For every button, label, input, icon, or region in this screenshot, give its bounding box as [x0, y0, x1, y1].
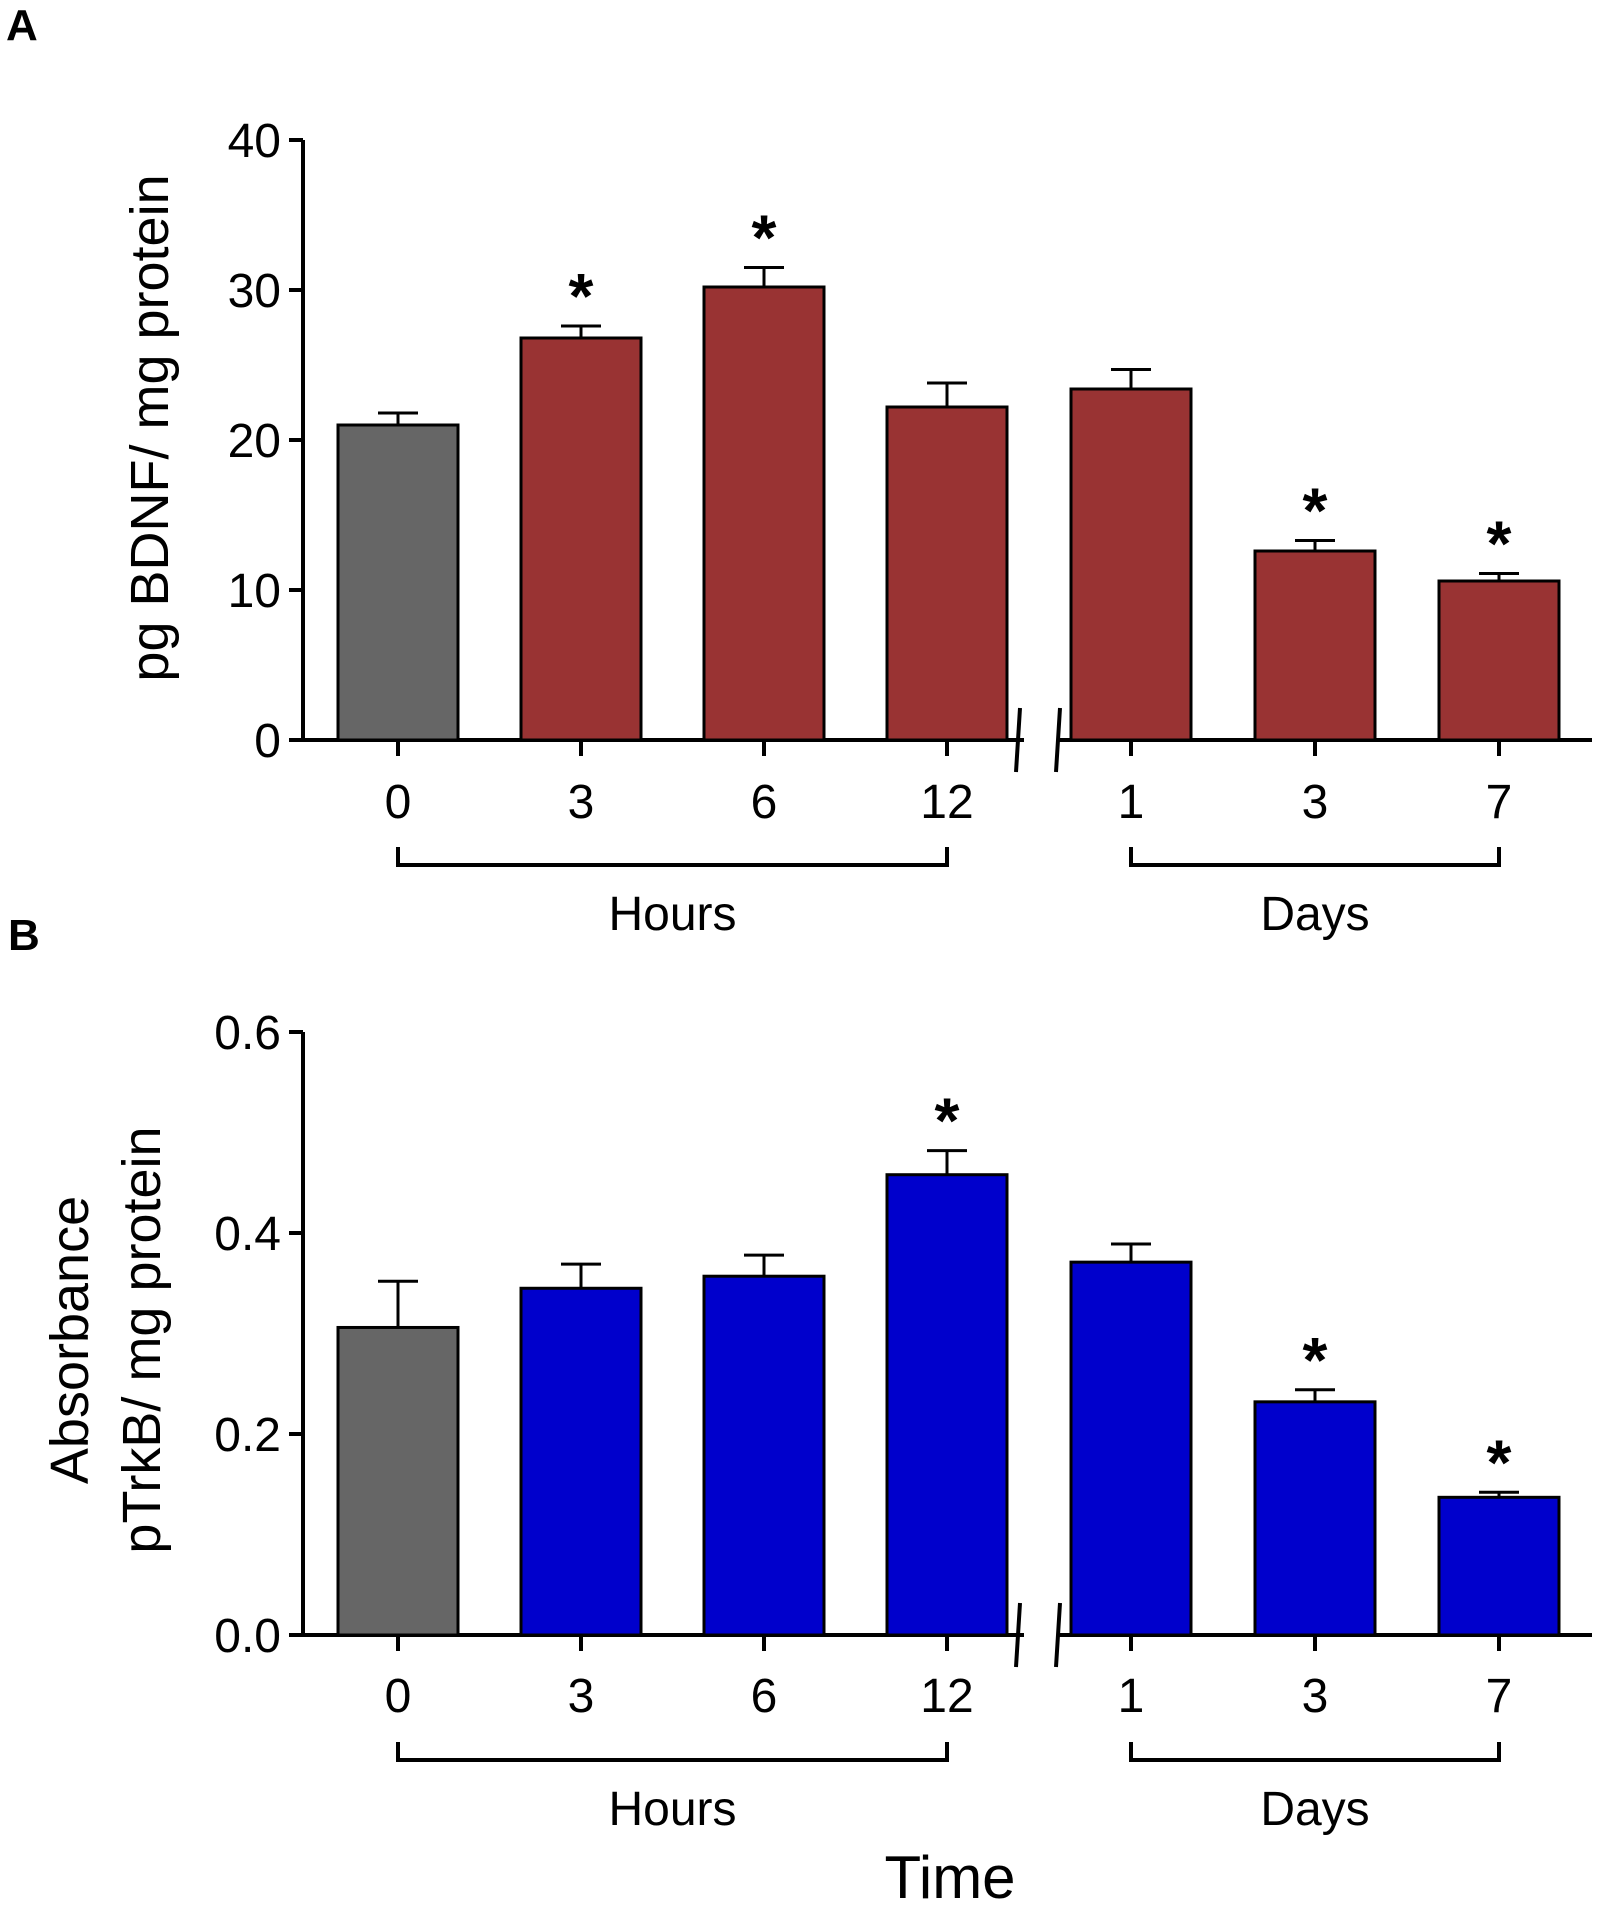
bar: [885, 1173, 1009, 1637]
y-tick-label: 0.0: [214, 1610, 281, 1663]
significance-marker: *: [1487, 1426, 1512, 1498]
x-tick-label: 3: [568, 776, 595, 829]
y-axis-label-line: pTrkB/ mg protein: [112, 1126, 172, 1553]
panel-label: A: [6, 1, 38, 50]
significance-marker: *: [1303, 475, 1328, 547]
group-label: Hours: [608, 1783, 736, 1836]
x-tick-label: 3: [1302, 776, 1329, 829]
y-tick-label: 0.6: [214, 1007, 281, 1060]
y-axis-label-line: Absorbance: [40, 1196, 100, 1484]
panel-label: B: [8, 911, 40, 960]
panel-b: B 0.0 0.2 0.4 0.6 0 3 6 12 * 1 3 * 7 * Hours Days Absorba…: [8, 911, 1592, 1836]
bar: [702, 285, 826, 742]
y-tick-label: 0: [254, 715, 281, 768]
x-tick-label: 0: [385, 1670, 412, 1723]
x-tick-label: 6: [751, 776, 778, 829]
x-tick-label: 1: [1118, 776, 1145, 829]
significance-marker: *: [752, 202, 777, 274]
group-label: Days: [1260, 1783, 1369, 1836]
x-tick-label: 1: [1118, 1670, 1145, 1723]
axis-break-mark: [1014, 1602, 1022, 1668]
bar: [1437, 1495, 1561, 1637]
x-tick-label: 0: [385, 776, 412, 829]
significance-marker: *: [1303, 1324, 1328, 1396]
group-bracket: [396, 847, 949, 867]
bar: [336, 423, 460, 742]
significance-marker: *: [569, 260, 594, 332]
x-tick-label: 3: [568, 1670, 595, 1723]
x-tick-label: 6: [751, 1670, 778, 1723]
group-bracket: [1129, 847, 1501, 867]
x-tick-label: 3: [1302, 1670, 1329, 1723]
bar: [1253, 549, 1377, 742]
significance-marker: *: [935, 1085, 960, 1157]
group-label: Hours: [608, 888, 736, 941]
y-tick-label: 0.2: [214, 1409, 281, 1462]
y-tick-label: 0.4: [214, 1208, 281, 1261]
axis-break-mark: [1054, 1602, 1062, 1668]
bar: [519, 1286, 643, 1637]
y-axis-label: pg BDNF/ mg protein: [120, 174, 180, 681]
group-label: Days: [1260, 888, 1369, 941]
y-tick-label: 10: [228, 565, 281, 618]
bar: [1437, 579, 1561, 742]
x-tick-label: 7: [1486, 776, 1513, 829]
axis-break-mark: [1054, 707, 1062, 773]
y-axis-label: Absorbance pTrkB/ mg protein: [40, 1126, 172, 1553]
y-tick-label: 20: [228, 415, 281, 468]
x-tick-label: 12: [920, 776, 973, 829]
y-tick-label: 40: [228, 115, 281, 168]
axis-break-mark: [1014, 707, 1022, 773]
group-bracket: [1129, 1742, 1501, 1762]
x-tick-label: 7: [1486, 1670, 1513, 1723]
bar: [702, 1274, 826, 1637]
panel-a: A 0 10 20 30 40 0 3 * 6 * 12 1 3 * 7 * Hours Days pg BDNF/ …: [6, 1, 1592, 941]
bar: [519, 336, 643, 742]
x-tick-label: 12: [920, 1670, 973, 1723]
bar: [885, 405, 1009, 742]
significance-marker: *: [1487, 508, 1512, 580]
bar: [1253, 1400, 1377, 1637]
bar: [1069, 387, 1193, 742]
bar: [1069, 1260, 1193, 1637]
bar: [336, 1325, 460, 1637]
y-tick-label: 30: [228, 265, 281, 318]
x-axis-title: Time: [884, 1844, 1015, 1911]
group-bracket: [396, 1742, 949, 1762]
